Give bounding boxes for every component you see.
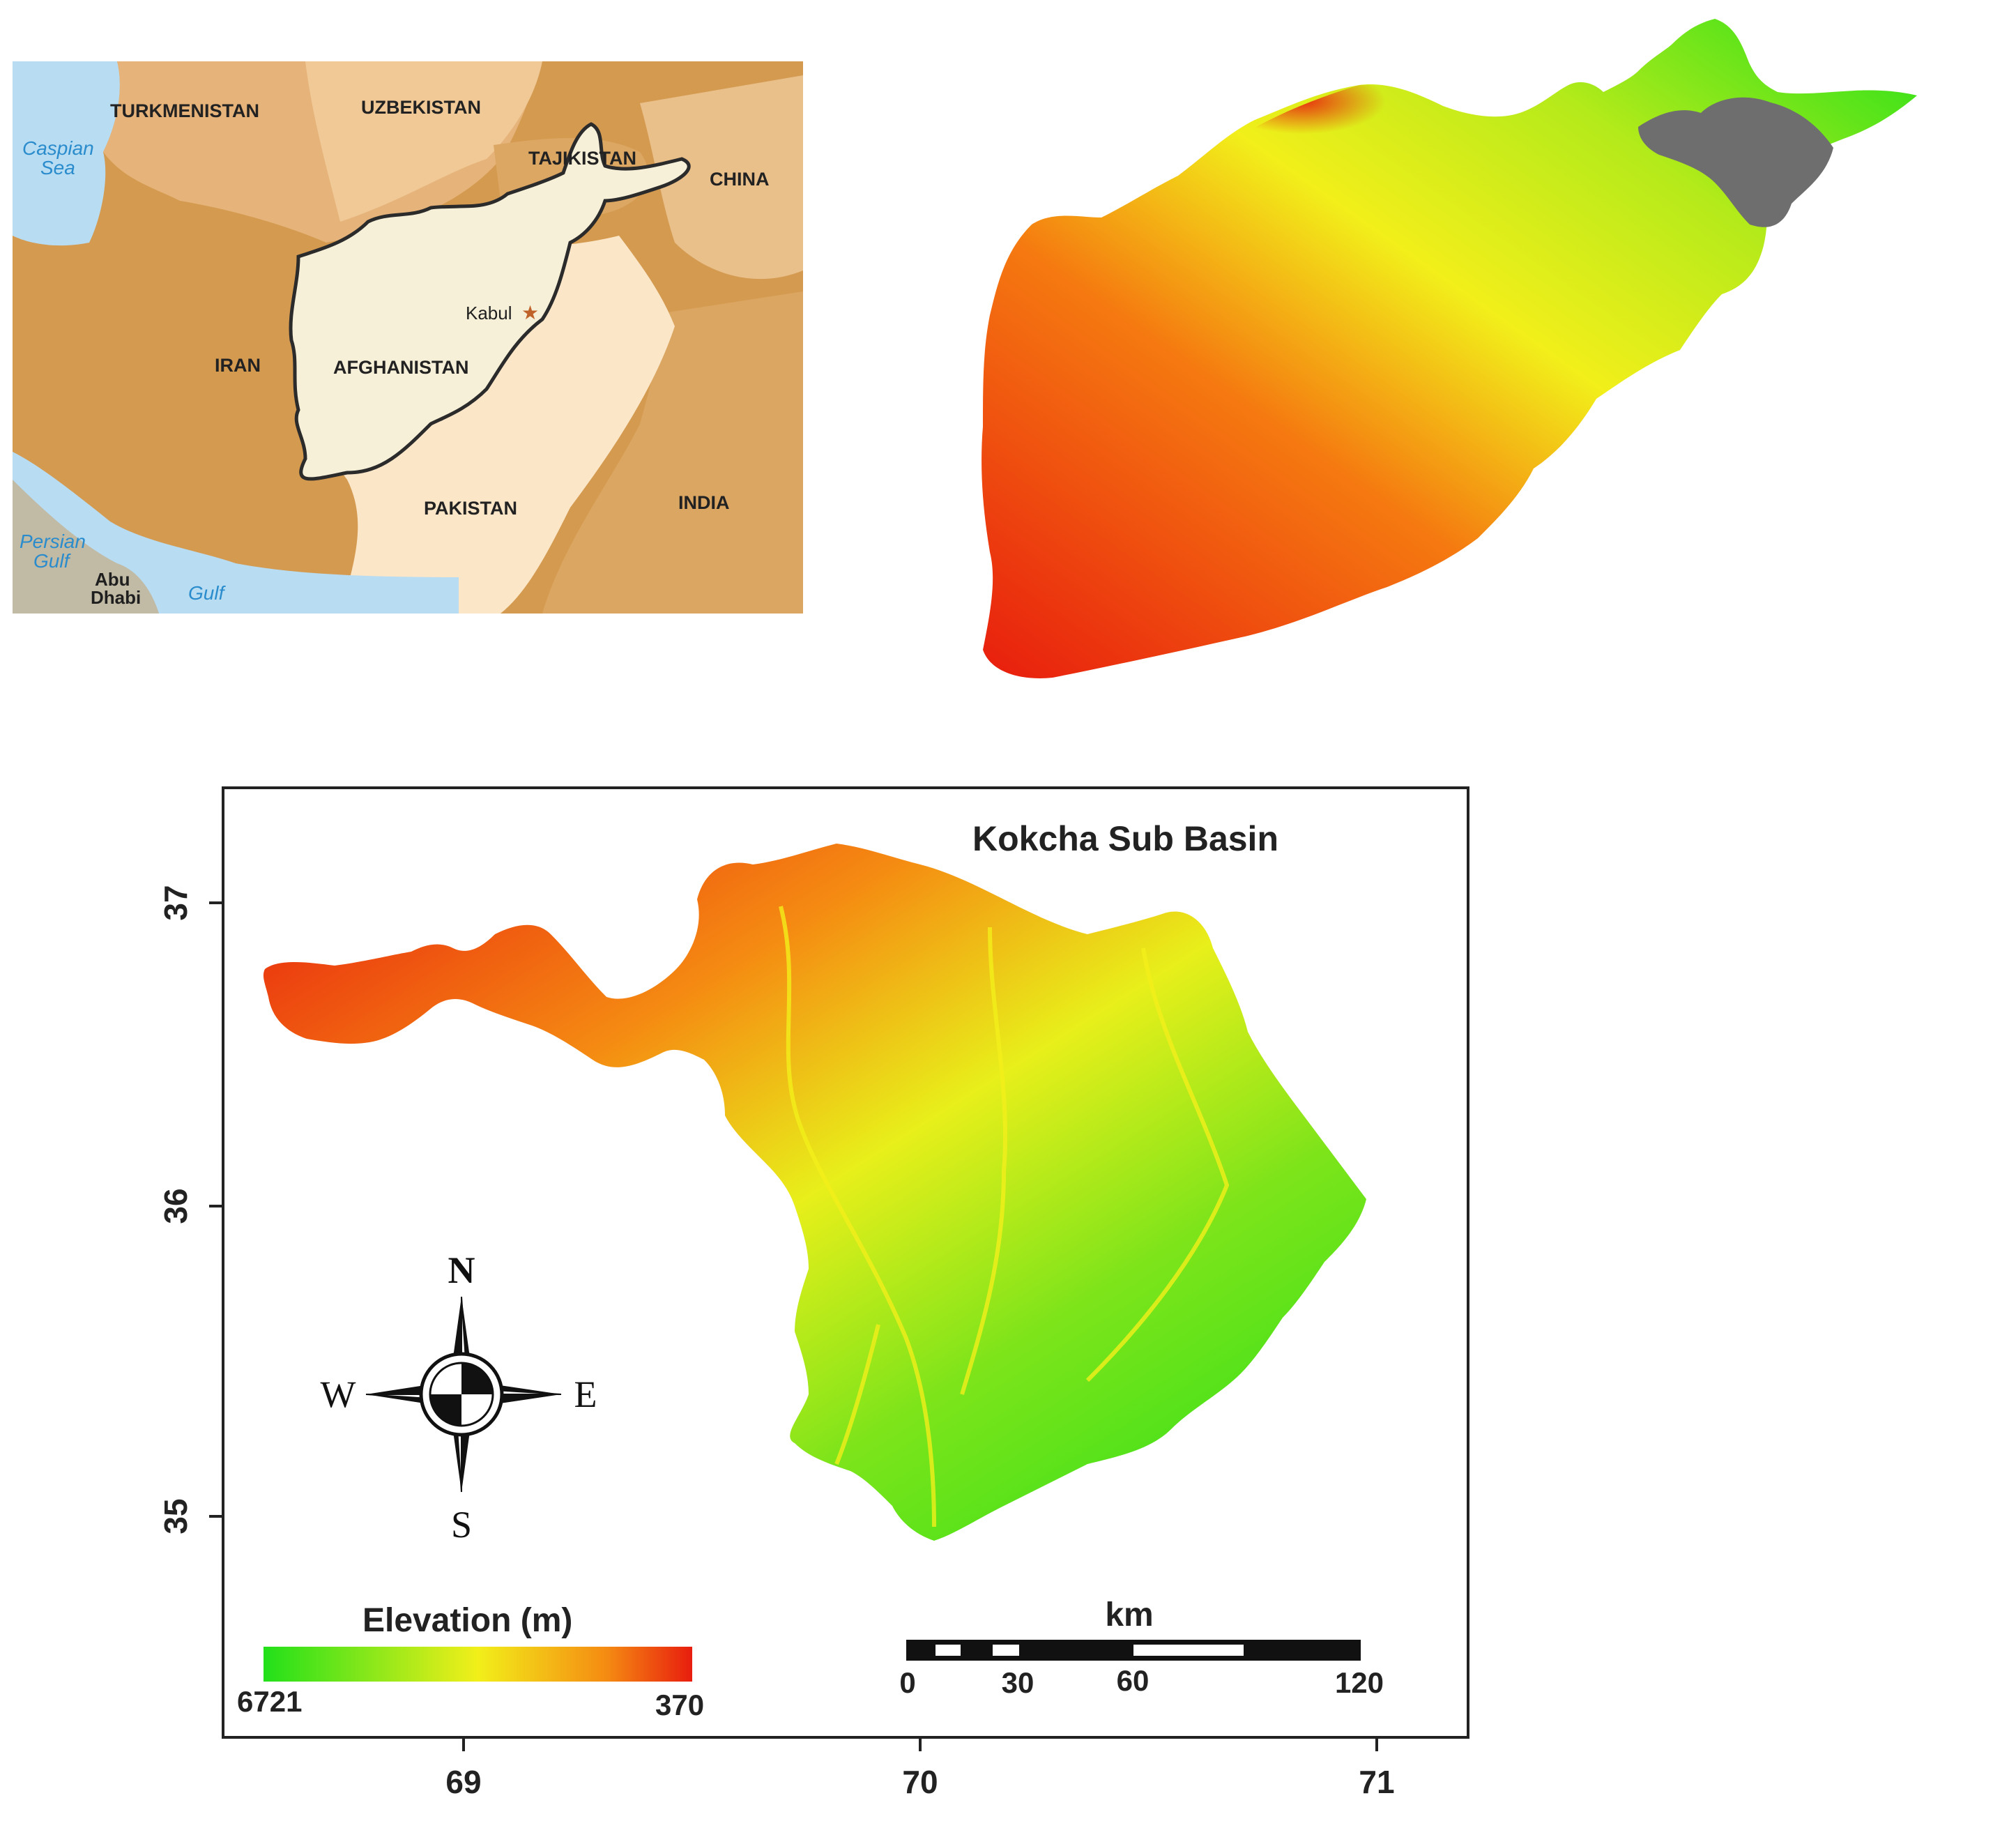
x-tick-70: 70 xyxy=(902,1764,938,1800)
axis-ticks xyxy=(209,901,1378,1751)
drainage-lines xyxy=(779,906,1230,1527)
city-labels: Kabul Abu Dhabi xyxy=(91,303,512,608)
kokcha-highlight xyxy=(1638,97,1833,227)
label-iran: IRAN xyxy=(215,355,261,376)
kabul-star-icon: ★ xyxy=(521,302,539,323)
compass-n: N xyxy=(448,1249,475,1291)
compass-labels: N S E W xyxy=(321,1249,597,1546)
label-turkmenistan: TURKMENISTAN xyxy=(110,100,259,121)
label-afghanistan: AFGHANISTAN xyxy=(333,357,468,378)
water-labels: Caspian Sea Persian Gulf Gulf xyxy=(20,137,227,604)
legend-max: 370 xyxy=(655,1689,704,1721)
label-gulf: Gulf xyxy=(33,550,72,572)
afghanistan-elevation-map xyxy=(982,19,1917,678)
x-tick-69: 69 xyxy=(445,1764,481,1800)
label-persian: Persian xyxy=(20,531,86,552)
compass-w: W xyxy=(321,1373,356,1415)
compass-s: S xyxy=(451,1504,472,1546)
y-tick-36: 36 xyxy=(158,1188,194,1224)
scale-bar xyxy=(906,1640,1361,1661)
scale-label-30: 30 xyxy=(1002,1666,1034,1699)
afghanistan-region xyxy=(289,122,691,481)
label-sea: Sea xyxy=(40,157,75,178)
locator-map: TURKMENISTAN UZBEKISTAN TAJIKISTAN CHINA… xyxy=(13,61,803,614)
scale-unit: km xyxy=(1105,1597,1153,1633)
label-china: CHINA xyxy=(710,169,770,190)
label-kabul: Kabul xyxy=(466,303,512,323)
kokcha-basin-shape xyxy=(263,844,1366,1541)
legend-min: 6721 xyxy=(237,1685,302,1718)
label-uzbekistan: UZBEKISTAN xyxy=(361,97,481,118)
legend-title: Elevation (m) xyxy=(362,1602,572,1639)
kokcha-basin-map: 37 36 35 69 70 71 Kokcha Sub Basin N S E xyxy=(158,786,1469,1800)
compass-e: E xyxy=(574,1373,597,1415)
country-labels: TURKMENISTAN UZBEKISTAN TAJIKISTAN CHINA… xyxy=(110,97,770,519)
arabia-land xyxy=(13,480,159,614)
india-region xyxy=(542,291,803,614)
label-tajikistan: TAJIKISTAN xyxy=(528,148,636,169)
compass-rose xyxy=(365,1296,562,1493)
scale-labels: 0 30 60 120 xyxy=(899,1664,1384,1699)
caspian-sea xyxy=(13,61,120,246)
label-dhabi: Dhabi xyxy=(91,587,141,608)
uzbekistan-region xyxy=(305,61,542,222)
legend-color-bar xyxy=(264,1647,692,1682)
y-tick-37: 37 xyxy=(158,885,194,920)
y-tick-labels: 37 36 35 xyxy=(158,885,194,1534)
scale-label-60: 60 xyxy=(1117,1664,1150,1697)
scale-label-120: 120 xyxy=(1335,1666,1384,1699)
china-region xyxy=(640,75,803,280)
label-india: INDIA xyxy=(678,492,730,513)
y-tick-35: 35 xyxy=(158,1498,194,1534)
label-pakistan: PAKISTAN xyxy=(424,498,517,519)
basin-title: Kokcha Sub Basin xyxy=(972,819,1278,858)
x-tick-71: 71 xyxy=(1359,1764,1394,1800)
label-caspian: Caspian xyxy=(22,137,94,159)
label-gulf-partial: Gulf xyxy=(188,582,227,604)
dem-north-high xyxy=(1185,85,1520,218)
label-abu: Abu xyxy=(95,569,130,590)
x-tick-labels: 69 70 71 xyxy=(445,1764,1394,1800)
scale-label-0: 0 xyxy=(899,1666,915,1699)
